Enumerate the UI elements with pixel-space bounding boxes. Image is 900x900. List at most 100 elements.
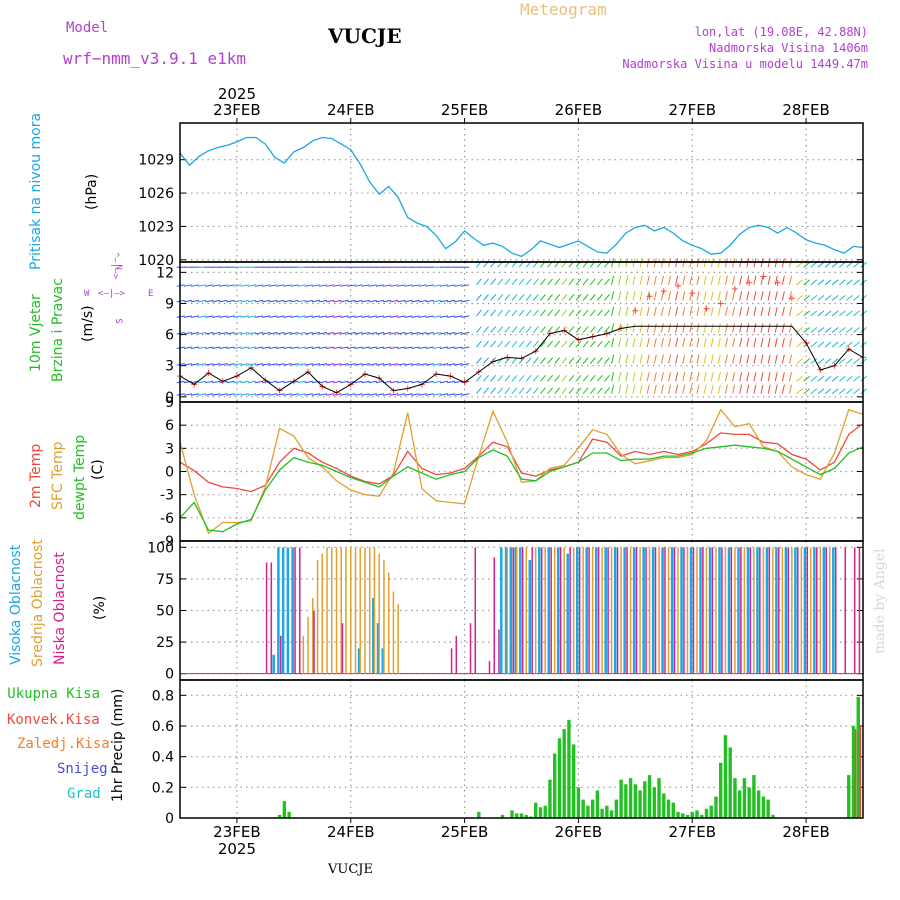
wind-arrow: [625, 291, 629, 301]
wind-arrow: [831, 294, 839, 301]
wind-arrow: [788, 275, 792, 285]
wind-arrow: [618, 323, 622, 333]
wind-arrow: [739, 323, 743, 333]
precip-total-bar: [500, 814, 505, 818]
wind-arrow: [447, 393, 456, 396]
wind-arrow: [340, 315, 349, 318]
wind-arrow: [176, 299, 185, 303]
wind-arrow: [675, 258, 679, 268]
legend-snow: Snijeg: [57, 761, 108, 777]
precip-total-bar: [756, 790, 761, 818]
wind-arrow: [753, 354, 757, 364]
wind-arrow: [589, 326, 596, 333]
wind-arrow: [290, 346, 299, 350]
precip-unit: 1hr Precip (mm): [110, 688, 126, 802]
wind-arrow: [660, 337, 664, 348]
wind-arrow: [297, 332, 306, 335]
precip-total-bar: [586, 805, 590, 818]
wind-arrow: [604, 387, 610, 395]
top-date-label: 24FEB: [327, 101, 374, 119]
wind-arrow: [803, 375, 811, 382]
wind-arrow: [361, 284, 370, 287]
wind-arrow: [639, 258, 643, 268]
wind-arrow: [824, 310, 832, 317]
wind-arrow: [682, 337, 686, 348]
wind-arrow: [418, 346, 427, 350]
wind-arrow: [283, 393, 292, 396]
wind-arrow: [375, 346, 385, 350]
wind-speed-marker: [205, 369, 212, 376]
wind-arrow: [732, 354, 736, 364]
wind-arrow: [746, 354, 750, 364]
wind-arrow: [361, 393, 370, 396]
precip-total-bar: [605, 805, 609, 818]
top-date-label: 25FEB: [441, 101, 488, 119]
wind-arrow: [176, 393, 185, 396]
wind-arrow: [746, 384, 750, 394]
precip-total-bar: [847, 775, 851, 818]
wind-arrow: [382, 284, 392, 287]
wind-arrow: [226, 346, 235, 350]
wind-arrow: [226, 332, 235, 335]
wind-speed-marker: [831, 362, 838, 369]
wind-arrow: [197, 315, 207, 318]
wind-arrow: [817, 279, 825, 286]
wind-arrow: [589, 294, 596, 301]
wind-arrow: [205, 346, 214, 350]
temperature-ytick-label: 3: [165, 441, 174, 457]
wind-arrow: [418, 315, 427, 318]
wind-speed-marker: [447, 373, 454, 380]
wind-arrow: [297, 284, 306, 287]
wind-arrow: [354, 380, 363, 384]
wind-arrow: [511, 374, 518, 382]
wind-arrow: [753, 337, 757, 348]
wind-arrow: [283, 363, 292, 366]
wind-arrow: [796, 310, 803, 317]
wind-arrow: [190, 284, 200, 287]
wind-arrow: [561, 340, 568, 348]
wind-arrow: [276, 299, 285, 303]
wind-arrow: [732, 337, 736, 348]
wind-arrow: [817, 294, 825, 301]
wind-arrow: [846, 341, 853, 348]
wind-arrow: [646, 291, 650, 301]
wind-arrow: [361, 363, 370, 366]
wind-arrow: [860, 327, 867, 333]
wind-arrow: [689, 337, 693, 348]
wind-arrow: [397, 332, 406, 335]
wind-arrow: [632, 384, 636, 394]
wind-arrow: [347, 299, 356, 303]
wind-arrow: [361, 332, 370, 335]
wind-arrow: [639, 306, 643, 317]
wind-arrow: [838, 341, 846, 348]
precip-total-bar: [638, 790, 642, 818]
wind-arrow: [176, 284, 185, 287]
wind-arrow: [696, 323, 700, 333]
wind-arrow: [717, 337, 721, 348]
wind-speed-marker: [589, 333, 596, 340]
wind-arrow: [803, 341, 811, 348]
wind-arrow: [625, 258, 629, 268]
wind-compass: N ^–|–> W <–|–> E S: [84, 252, 158, 328]
wind-arrow: [831, 375, 839, 382]
wind-arrow: [276, 332, 285, 335]
wind-arrow: [518, 357, 525, 364]
wind-arrow: [689, 306, 693, 317]
wind-arrow: [404, 284, 413, 287]
wind-arrow: [682, 323, 686, 333]
wind-arrow: [454, 363, 463, 366]
wind-arrow: [454, 346, 463, 350]
wind-arrow: [497, 294, 504, 301]
sfc-temp-ylabel: SFC Temp: [50, 441, 66, 510]
wind-arrow: [597, 294, 603, 301]
wind-arrow: [774, 384, 778, 394]
wind-arrow: [781, 323, 785, 333]
wind-arrow: [653, 372, 657, 382]
wind-arrow: [853, 279, 860, 286]
wind-arrow: [368, 380, 377, 384]
wind-arrow: [724, 354, 728, 364]
wind-arrow: [297, 393, 306, 396]
precipitation-ytick-label: 0.2: [152, 780, 174, 796]
wind-arrow: [760, 354, 764, 364]
wind-arrow: [326, 299, 335, 303]
